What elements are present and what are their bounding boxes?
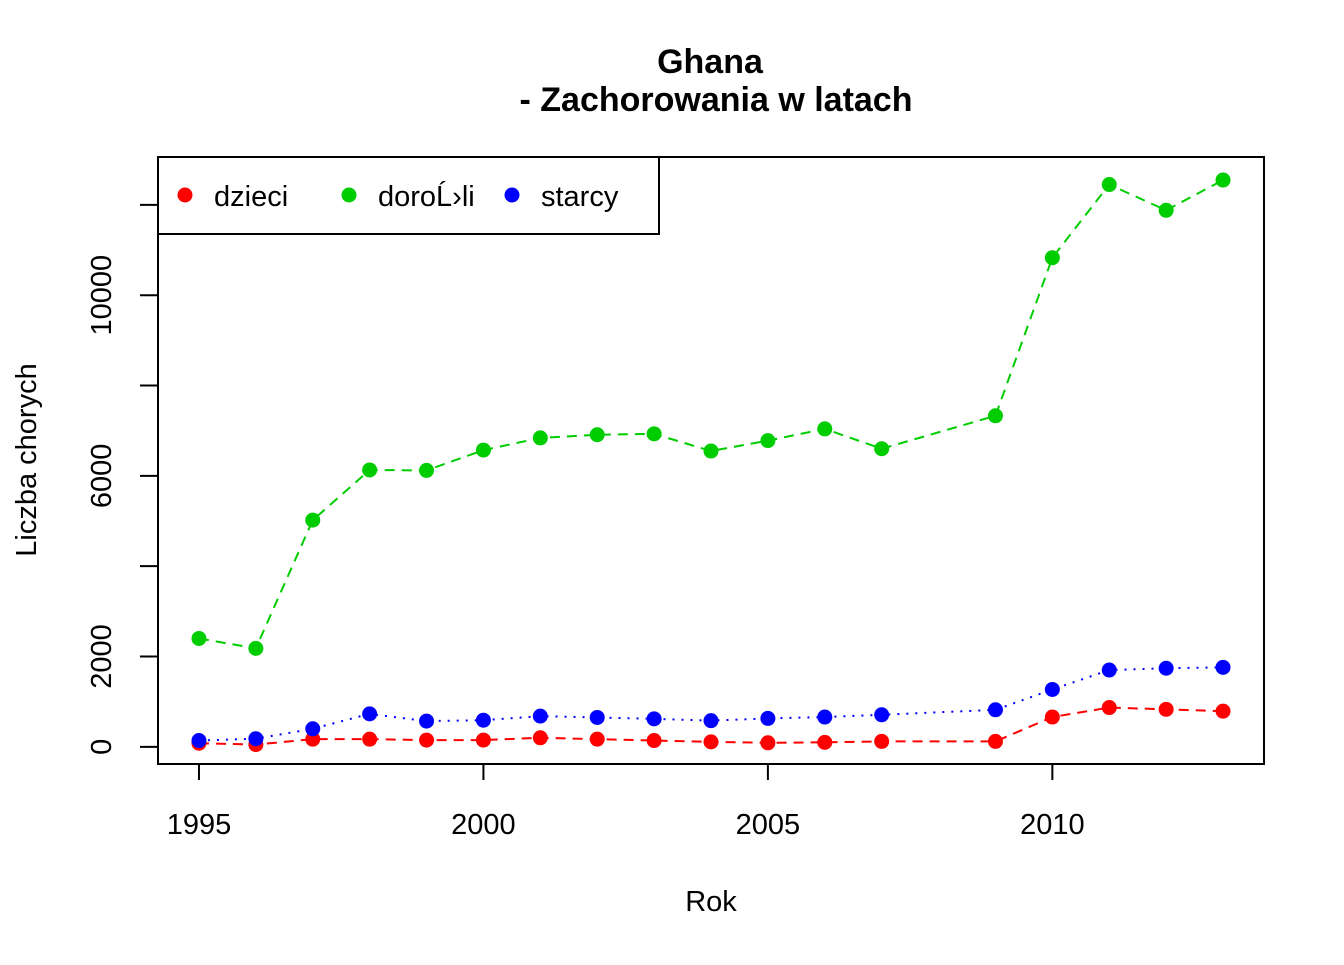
data-point: [1044, 709, 1060, 725]
data-point: [874, 733, 890, 749]
legend-label: doroĹ›li: [378, 180, 475, 213]
data-point: [987, 733, 1003, 749]
y-axis-label: Liczba chorych: [11, 363, 43, 556]
data-point: [817, 709, 833, 725]
data-point: [362, 706, 378, 722]
data-point: [1101, 177, 1117, 193]
data-point: [248, 731, 264, 747]
data-point: [191, 630, 207, 646]
data-point: [191, 733, 207, 749]
data-point: [874, 707, 890, 723]
data-point: [305, 512, 321, 528]
x-axis-label: Rok: [685, 886, 737, 918]
legend-label: starcy: [541, 181, 619, 213]
data-point: [703, 713, 719, 729]
y-tick-label: 6000: [86, 444, 118, 509]
data-point: [760, 710, 776, 726]
legend-marker: [341, 187, 357, 203]
data-point: [1215, 703, 1231, 719]
data-point: [646, 426, 662, 442]
series-2: [191, 172, 1231, 656]
series-layer: [191, 172, 1231, 753]
chart-title-line1: Ghana: [657, 43, 764, 81]
legend-marker: [177, 187, 193, 203]
chart-title-line2: - Zachorowania w latach: [520, 81, 913, 119]
y-tick-label: 0: [86, 739, 118, 755]
data-point: [703, 734, 719, 750]
data-point: [1158, 202, 1174, 218]
data-point: [1158, 660, 1174, 676]
data-point: [817, 421, 833, 437]
data-point: [248, 640, 264, 656]
data-point: [589, 731, 605, 747]
x-tick-label: 2000: [451, 809, 516, 841]
series-line: [198, 706, 1224, 746]
data-point: [1044, 250, 1060, 266]
data-point: [362, 731, 378, 747]
data-point: [475, 442, 491, 458]
data-point: [1215, 172, 1231, 188]
data-point: [532, 708, 548, 724]
data-point: [532, 430, 548, 446]
data-point: [1215, 659, 1231, 675]
data-point: [419, 713, 435, 729]
x-tick-label: 1995: [167, 809, 232, 841]
series-3: [191, 659, 1231, 749]
data-point: [475, 712, 491, 728]
data-point: [419, 732, 435, 748]
data-point: [305, 721, 321, 737]
y-tick-label: 2000: [86, 624, 118, 689]
data-point: [703, 443, 719, 459]
data-point: [874, 441, 890, 457]
legend-box: [157, 156, 660, 235]
legend: dzieci doroĹ›li starcy: [157, 156, 660, 235]
data-point: [760, 433, 776, 449]
series-line: [198, 179, 1224, 650]
data-point: [362, 462, 378, 478]
data-point: [817, 734, 833, 750]
data-point: [760, 735, 776, 751]
y-tick-label: 10000: [86, 255, 118, 336]
data-point: [589, 709, 605, 725]
series-line: [198, 666, 1224, 742]
data-point: [1044, 681, 1060, 697]
data-point: [987, 702, 1003, 718]
x-tick-label: 2005: [736, 809, 801, 841]
data-point: [987, 408, 1003, 424]
data-point: [1158, 701, 1174, 717]
data-point: [475, 732, 491, 748]
x-tick-label: 2010: [1020, 809, 1085, 841]
legend-label: dzieci: [214, 181, 288, 213]
data-point: [646, 711, 662, 727]
data-point: [532, 730, 548, 746]
data-point: [589, 427, 605, 443]
data-point: [1101, 700, 1117, 716]
y-axis: 0 2000 6000 10000: [86, 203, 159, 755]
data-point: [646, 733, 662, 749]
legend-marker: [504, 187, 520, 203]
x-axis: 1995 2000 2005 2010: [167, 763, 1085, 841]
data-point: [305, 731, 321, 747]
data-point: [1101, 662, 1117, 678]
data-point: [419, 462, 435, 478]
